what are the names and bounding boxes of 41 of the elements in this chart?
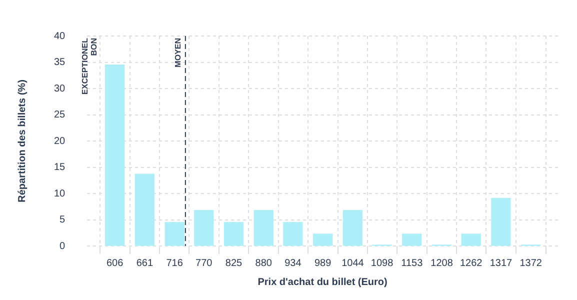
bar	[313, 234, 333, 246]
y-axis-title: Répartition des billets (%)	[16, 80, 28, 202]
y-tick-label: 15	[54, 162, 66, 173]
x-tick-label: 1208	[430, 258, 454, 269]
y-tick-label: 40	[54, 30, 66, 42]
bar	[402, 234, 422, 246]
bar	[491, 198, 511, 246]
x-tick-label: 934	[284, 258, 302, 269]
annotation: EXCEPTIONEL	[80, 38, 90, 94]
x-tick-label: 1153	[401, 258, 424, 269]
x-tick-label: 1372	[520, 258, 542, 269]
y-tick-label: 10	[54, 188, 66, 200]
bar	[254, 210, 274, 246]
x-tick-label: 1098	[370, 258, 394, 269]
ref-line-label: MOYEN	[174, 38, 183, 68]
x-tick-label: 770	[196, 258, 213, 269]
x-tick-label: 880	[255, 258, 272, 269]
y-tick-label: 20	[54, 136, 66, 147]
bar	[164, 222, 184, 246]
x-tick-label: 989	[314, 258, 332, 269]
x-tick-label: 661	[136, 258, 154, 269]
annotation: BON	[89, 38, 98, 56]
bar	[461, 234, 481, 246]
x-axis-title: Prix d'achat du billet (Euro)	[258, 276, 388, 288]
x-tick-label: 825	[225, 258, 243, 269]
y-tick-label: 0	[60, 240, 66, 252]
x-tick-label: 606	[106, 258, 124, 269]
bar	[194, 210, 214, 246]
bar	[104, 64, 125, 246]
y-tick-label: 5	[60, 214, 66, 226]
y-tick-label: 25	[54, 110, 66, 120]
bar	[134, 174, 155, 246]
x-tick-label: 1317	[490, 258, 513, 269]
x-tick-label: 716	[166, 258, 184, 269]
bar	[283, 222, 303, 246]
x-tick-label: 1044	[342, 258, 364, 269]
y-tick-label: 35	[54, 57, 66, 68]
y-tick-label: 30	[54, 83, 66, 94]
bar	[224, 222, 244, 246]
x-tick-label: 1262	[460, 258, 483, 269]
bar	[342, 210, 363, 246]
